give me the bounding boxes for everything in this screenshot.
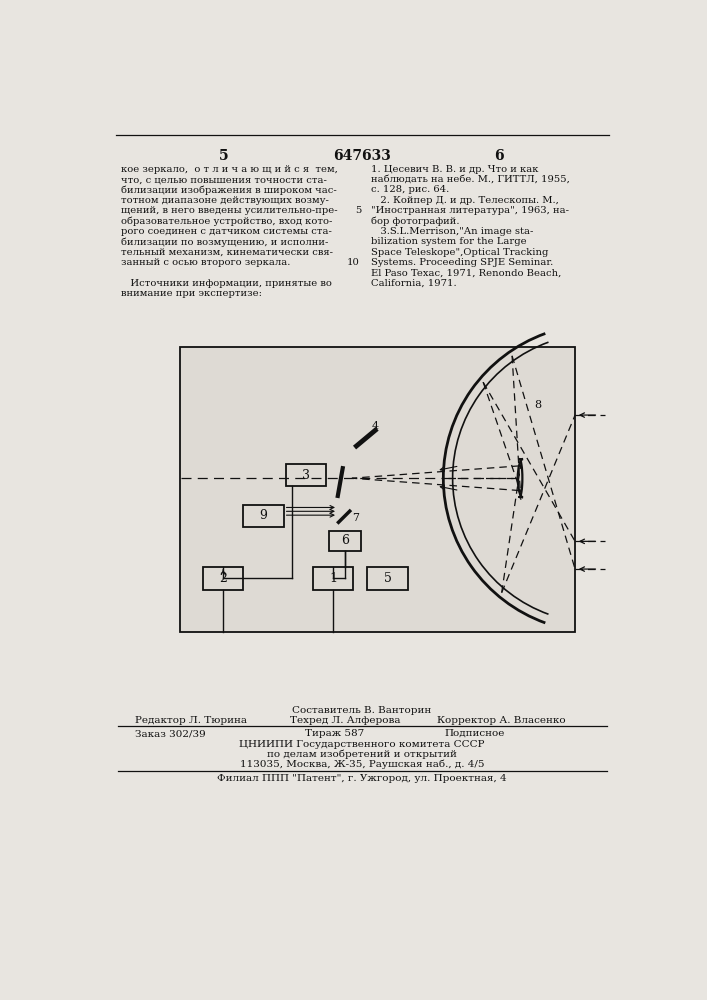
Text: Филиал ППП "Патент", г. Ужгород, ул. Проектная, 4: Филиал ППП "Патент", г. Ужгород, ул. Про… (217, 774, 507, 783)
Text: занный с осью второго зеркала.: занный с осью второго зеркала. (121, 258, 291, 267)
Text: Подписное: Подписное (445, 729, 506, 738)
Text: "Иностранная литература", 1963, на-: "Иностранная литература", 1963, на- (371, 206, 569, 215)
Text: Составитель В. Ванторин: Составитель В. Ванторин (292, 706, 431, 715)
Text: 8: 8 (534, 400, 541, 410)
Text: El Paso Texac, 1971, Renondo Beach,: El Paso Texac, 1971, Renondo Beach, (371, 269, 561, 278)
Text: 5: 5 (384, 572, 392, 585)
Text: California, 1971.: California, 1971. (371, 279, 457, 288)
Text: 3: 3 (302, 469, 310, 482)
Text: тотном диапазоне действующих возму-: тотном диапазоне действующих возму- (121, 196, 329, 205)
Text: 2: 2 (219, 572, 227, 585)
Bar (368, 567, 408, 590)
Text: 647633: 647633 (333, 149, 391, 163)
Bar (313, 567, 354, 590)
Text: 3.S.L.Merrison,"An image sta-: 3.S.L.Merrison,"An image sta- (371, 227, 534, 236)
Bar (243, 505, 284, 527)
Text: ЦНИИПИ Государственного комитета СССР: ЦНИИПИ Государственного комитета СССР (239, 740, 485, 749)
Text: 7: 7 (352, 513, 359, 523)
Bar (203, 567, 243, 590)
Text: билизации изображения в широком час-: билизации изображения в широком час- (121, 185, 337, 195)
Text: бор фотографий.: бор фотографий. (371, 217, 460, 226)
Text: 113035, Москва, Ж-35, Раушская наб., д. 4/5: 113035, Москва, Ж-35, Раушская наб., д. … (240, 760, 484, 769)
Text: Systems. Proceeding SPJE Seminar.: Systems. Proceeding SPJE Seminar. (371, 258, 554, 267)
Text: что, с целью повышения точности ста-: что, с целью повышения точности ста- (121, 175, 327, 184)
Text: Источники информации, принятые во: Источники информации, принятые во (121, 279, 332, 288)
Text: bilization system for the Large: bilization system for the Large (371, 237, 527, 246)
Text: кое зеркало,  о т л и ч а ю щ и й с я  тем,: кое зеркало, о т л и ч а ю щ и й с я тем… (121, 165, 338, 174)
Text: 9: 9 (259, 509, 267, 522)
Text: Редактор Л. Тюрина: Редактор Л. Тюрина (135, 716, 247, 725)
Text: 2. Койпер Д. и др. Телескопы. М.,: 2. Койпер Д. и др. Телескопы. М., (371, 196, 559, 205)
Bar (329, 531, 361, 551)
Text: Техред Л. Алферова: Техред Л. Алферова (290, 716, 400, 725)
Text: Заказ 302/39: Заказ 302/39 (135, 729, 206, 738)
Bar (286, 464, 327, 486)
Text: 10: 10 (346, 258, 360, 267)
Text: 1: 1 (329, 572, 337, 585)
Text: Корректор А. Власенко: Корректор А. Власенко (437, 716, 566, 725)
Text: наблюдать на небе. М., ГИТТЛ, 1955,: наблюдать на небе. М., ГИТТЛ, 1955, (371, 175, 570, 184)
Text: Тираж 587: Тираж 587 (305, 729, 365, 738)
Text: по делам изобретений и открытий: по делам изобретений и открытий (267, 750, 457, 759)
Text: 6: 6 (494, 149, 504, 163)
Bar (180, 347, 575, 632)
Text: внимание при экспертизе:: внимание при экспертизе: (121, 289, 262, 298)
Text: 6: 6 (341, 534, 349, 547)
Text: билизации по возмущению, и исполни-: билизации по возмущению, и исполни- (121, 237, 328, 247)
Text: рого соединен с датчиком системы ста-: рого соединен с датчиком системы ста- (121, 227, 332, 236)
Text: 1. Цесевич В. В. и др. Что и как: 1. Цесевич В. В. и др. Что и как (371, 165, 539, 174)
Text: образовательное устройство, вход кото-: образовательное устройство, вход кото- (121, 217, 332, 226)
Text: Space Teleskope",Optical Tracking: Space Teleskope",Optical Tracking (371, 248, 549, 257)
Text: 5: 5 (219, 149, 229, 163)
Text: 5: 5 (355, 206, 361, 215)
Text: 4: 4 (372, 421, 379, 431)
Text: с. 128, рис. 64.: с. 128, рис. 64. (371, 185, 450, 194)
Text: тельный механизм, кинематически свя-: тельный механизм, кинематически свя- (121, 248, 333, 257)
Text: щений, в него введены усилительно-пре-: щений, в него введены усилительно-пре- (121, 206, 337, 215)
